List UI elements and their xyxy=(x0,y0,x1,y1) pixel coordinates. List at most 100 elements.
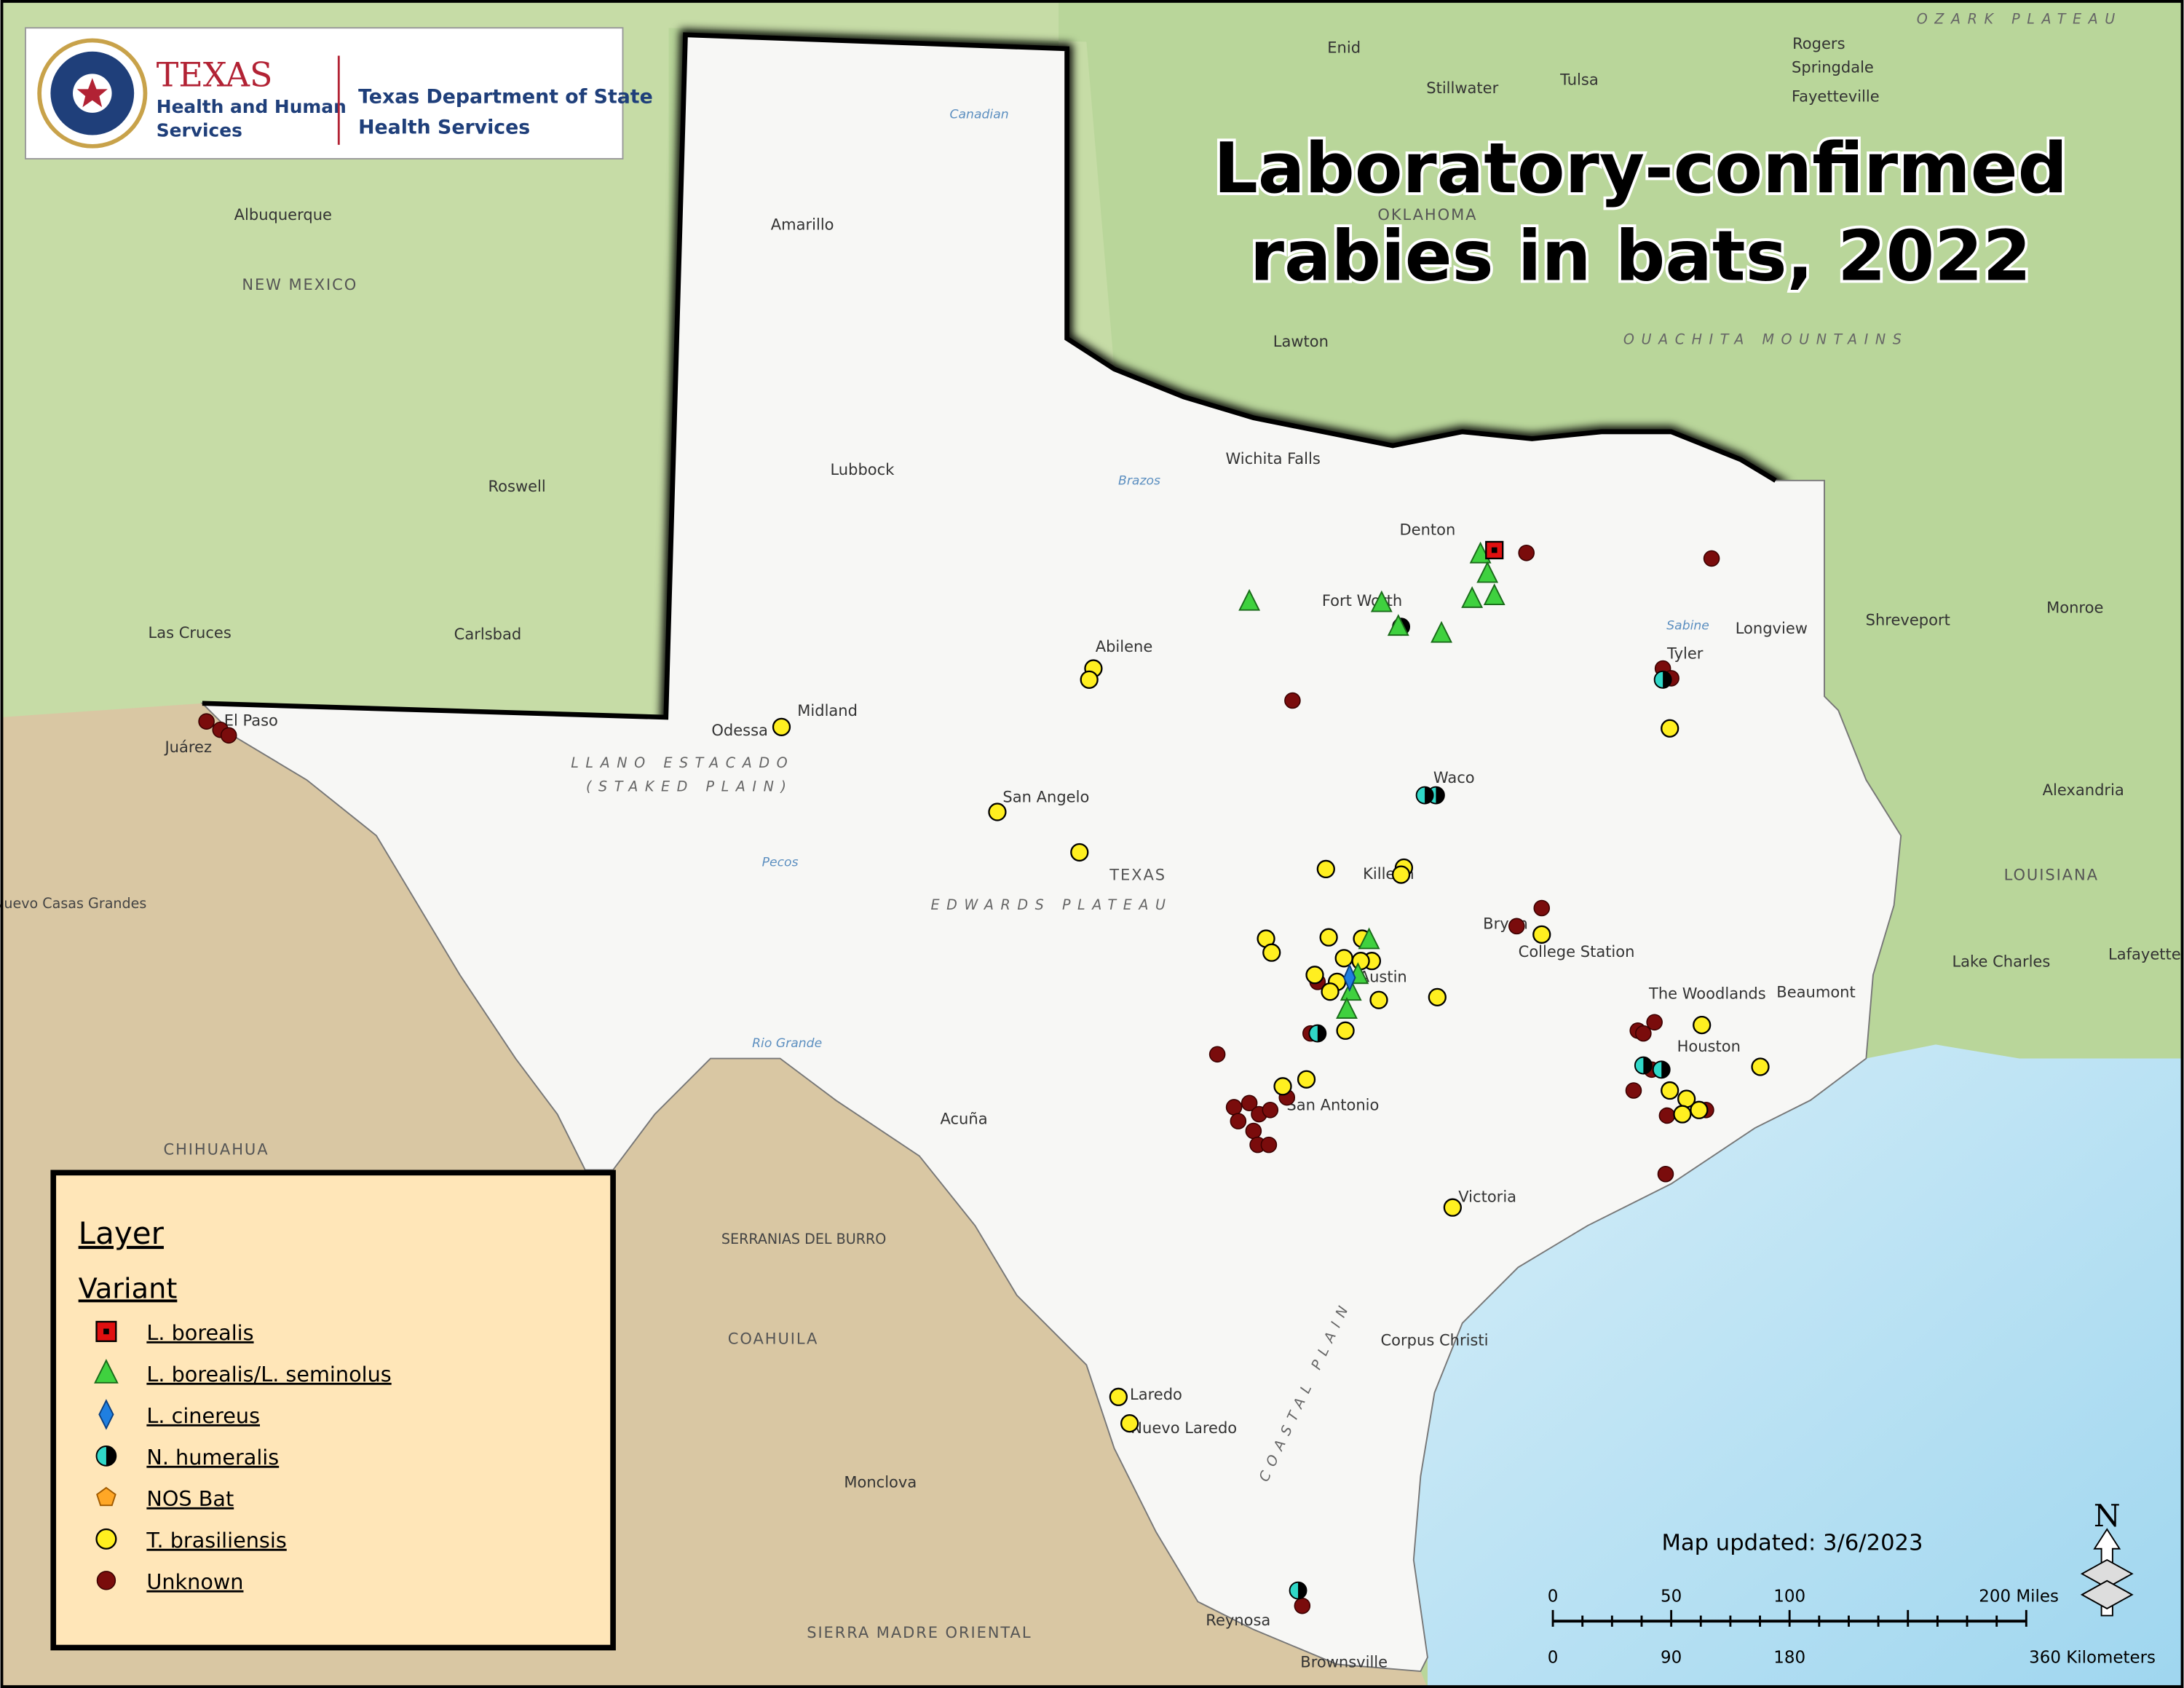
map-label: Odessa xyxy=(711,721,768,739)
map-label: SERRANIAS DEL BURRO xyxy=(721,1231,886,1247)
legend: Layer Variant L. borealis L. borealis/L. … xyxy=(50,1170,616,1651)
marker xyxy=(1751,1057,1770,1076)
marker xyxy=(1443,1198,1462,1217)
map-label: Lubbock xyxy=(830,460,895,478)
marker xyxy=(1351,952,1370,971)
marker xyxy=(1208,1046,1226,1063)
marker xyxy=(1241,1095,1258,1112)
marker xyxy=(198,713,215,730)
map-label: Enid xyxy=(1327,39,1361,57)
map-label: Reynosa xyxy=(1206,1611,1270,1629)
marker xyxy=(1340,979,1362,1001)
map-label: Nuevo Casas Grandes xyxy=(0,895,146,912)
map-label: Waco xyxy=(1433,768,1475,786)
marker xyxy=(1533,899,1551,917)
map-label: OZARK PLATEAU xyxy=(1917,11,2122,28)
marker xyxy=(1273,1077,1292,1096)
logo-hhs: Services xyxy=(157,119,242,141)
map-label: Victoria xyxy=(1458,1188,1516,1206)
logo: TEXAS Health and Human Services Texas De… xyxy=(25,27,653,159)
marker xyxy=(1336,1021,1355,1040)
legend-label: L. borealis xyxy=(146,1320,253,1345)
map-label: Juárez xyxy=(163,738,212,756)
marker xyxy=(1428,987,1447,1007)
map-label: San Angelo xyxy=(1002,788,1089,806)
marker xyxy=(96,1571,116,1590)
map-label: Roswell xyxy=(488,477,545,495)
map-label: Canadian xyxy=(950,108,1009,122)
map-label: (STAKED PLAIN) xyxy=(586,778,793,794)
gulf-of-mexico xyxy=(1413,1044,2184,1688)
map-label: Stillwater xyxy=(1426,79,1498,97)
legend-label: Unknown xyxy=(146,1569,243,1594)
texas-north-border xyxy=(202,32,1777,720)
map-label: Monclova xyxy=(844,1473,917,1491)
legend-label: NOS Bat xyxy=(146,1486,234,1511)
north-arrow-base xyxy=(2080,1558,2134,1589)
map-label: Laredo xyxy=(1130,1385,1182,1403)
legend-label: T. brasiliensis xyxy=(146,1528,286,1553)
scale-label: 0 xyxy=(1548,1587,1559,1606)
marker-half xyxy=(1661,1061,1670,1078)
map-label: CHIHUAHUA xyxy=(164,1140,269,1158)
map-label: Carlsbad xyxy=(454,625,522,643)
map-label: Alexandria xyxy=(2043,781,2124,799)
scale-label: 180 xyxy=(1773,1649,1805,1668)
scale-label: 50 xyxy=(1661,1587,1682,1606)
marker xyxy=(1661,719,1679,738)
marker xyxy=(1321,982,1340,1001)
marker xyxy=(1703,550,1720,567)
marker xyxy=(1230,1113,1247,1129)
seal-star xyxy=(76,78,108,108)
logo-hhs: Health and Human xyxy=(157,96,347,117)
marker xyxy=(1658,1107,1676,1124)
map-label: Rogers xyxy=(1792,34,1845,52)
scale-label: 90 xyxy=(1661,1649,1682,1668)
north-arrow-base xyxy=(2080,1579,2134,1610)
map-label: Brownsville xyxy=(1300,1652,1388,1671)
marker-half xyxy=(1317,1025,1326,1042)
marker-half xyxy=(1436,786,1444,804)
scale-label: 360 Kilometers xyxy=(2029,1649,2156,1668)
marker xyxy=(1305,966,1324,985)
marker xyxy=(1262,943,1281,962)
marker xyxy=(94,1359,119,1384)
map-label: San Antonio xyxy=(1286,1095,1379,1113)
marker-half xyxy=(1425,786,1433,804)
marker xyxy=(1284,692,1301,709)
marker xyxy=(1673,1105,1692,1124)
map-label: Corpus Christi xyxy=(1381,1331,1489,1349)
map-label: Nuevo Laredo xyxy=(1131,1419,1237,1437)
map-label: Pecos xyxy=(762,856,799,870)
map-label: Acuña xyxy=(940,1109,987,1127)
map-label: NEW MEXICO xyxy=(242,275,357,293)
title: Laboratory-confirmed xyxy=(1214,127,2068,209)
marker xyxy=(1080,670,1099,689)
marker xyxy=(988,802,1007,821)
map-label: Longview xyxy=(1736,619,1808,637)
map-label: Houston xyxy=(1677,1037,1741,1055)
map-label: Amarillo xyxy=(771,216,834,234)
marker xyxy=(1508,918,1525,935)
marker xyxy=(1109,1387,1128,1406)
marker xyxy=(1661,1081,1679,1100)
map-label: El Paso xyxy=(224,711,278,729)
map-label: Albuquerque xyxy=(234,205,332,224)
legend-label: L. borealis/L. seminolus xyxy=(146,1362,391,1387)
marker xyxy=(1370,590,1393,612)
marker xyxy=(1245,1122,1262,1140)
marker xyxy=(98,1399,114,1430)
scale-label: 100 xyxy=(1773,1587,1805,1606)
marker xyxy=(220,727,237,744)
marker xyxy=(1334,949,1353,968)
marker xyxy=(1635,1025,1652,1042)
marker xyxy=(95,1528,117,1550)
marker-half xyxy=(106,1446,116,1466)
map-label: Abilene xyxy=(1096,637,1153,655)
marker xyxy=(1070,843,1089,862)
map-label: EDWARDS PLATEAU xyxy=(930,896,1172,913)
marker xyxy=(1532,925,1551,944)
legend-label: L. cinereus xyxy=(146,1403,260,1428)
map-label: The Woodlands xyxy=(1648,984,1766,1002)
marker xyxy=(96,1486,116,1507)
